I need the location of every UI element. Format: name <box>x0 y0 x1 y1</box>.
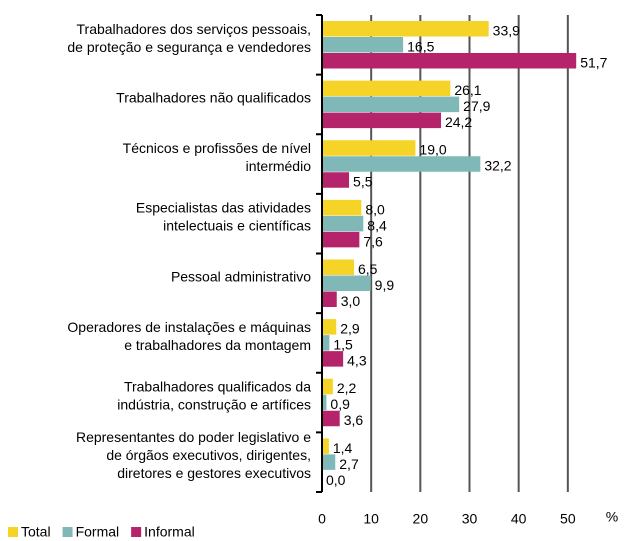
x-tick-label: 40 <box>511 511 527 527</box>
bar <box>322 96 460 113</box>
value-label: 2,9 <box>340 321 360 337</box>
category-label: Operadores de instalações e máquinas e tr… <box>67 319 311 353</box>
x-tick-label: 10 <box>363 511 379 527</box>
legend-swatch <box>131 527 142 537</box>
value-label: 51,7 <box>580 54 607 70</box>
value-label: 27,9 <box>463 98 490 114</box>
value-label: 8,0 <box>365 201 385 217</box>
value-label: 26,1 <box>454 82 481 98</box>
bar <box>322 275 371 291</box>
value-label: 24,2 <box>445 114 472 130</box>
bar <box>322 410 340 427</box>
x-tick-label: 30 <box>462 511 478 527</box>
category-label: Técnicos e profissões de nível intermédio <box>123 140 312 174</box>
bar <box>322 53 577 69</box>
value-label: 4,3 <box>347 353 367 369</box>
category-label: Trabalhadores qualificados da indústria, … <box>117 378 311 412</box>
legend-swatch <box>62 527 73 537</box>
bar <box>322 172 350 188</box>
legend-label: Formal <box>76 524 120 540</box>
bar <box>322 231 360 248</box>
value-label: 19,0 <box>419 142 446 158</box>
value-label: 6,5 <box>358 261 378 277</box>
legend-label: Informal <box>144 524 195 540</box>
bar <box>322 21 489 37</box>
bar <box>322 112 441 129</box>
bar <box>322 454 336 470</box>
bar <box>322 199 362 216</box>
bar <box>322 438 329 454</box>
value-label: 3,6 <box>344 412 364 428</box>
bar <box>322 291 337 307</box>
x-axis-label: % <box>606 509 618 525</box>
bar <box>322 319 337 335</box>
legend-swatch <box>8 527 18 537</box>
legend-label: Total <box>21 524 51 540</box>
value-label: 16,5 <box>407 38 434 54</box>
category-label: Representantes do poder legislativo e de … <box>76 429 311 481</box>
bar <box>322 156 481 172</box>
category-label: Trabalhadores dos serviços pessoais, de p… <box>67 21 311 55</box>
value-label: 0,0 <box>326 472 346 488</box>
value-label: 0,9 <box>330 396 350 412</box>
value-label: 2,2 <box>337 380 357 396</box>
category-label: Trabalhadores não qualificados <box>116 89 311 105</box>
value-label: 33,9 <box>493 22 520 38</box>
bar <box>322 37 404 53</box>
bar <box>322 215 364 232</box>
x-tick-label: 0 <box>318 511 326 527</box>
bar <box>322 351 344 367</box>
value-label: 1,5 <box>333 337 353 353</box>
bar <box>322 80 451 97</box>
value-label: 9,9 <box>375 277 395 293</box>
value-label: 2,7 <box>339 456 359 472</box>
value-label: 5,5 <box>353 174 373 190</box>
bar <box>322 335 330 351</box>
bar <box>322 259 354 275</box>
category-label: Especialistas das atividades intelectuais… <box>136 199 311 233</box>
value-label: 3,0 <box>341 293 361 309</box>
bar <box>322 140 416 156</box>
bar <box>322 394 327 411</box>
value-label: 7,6 <box>363 233 383 249</box>
x-tick-label: 20 <box>413 511 429 527</box>
value-label: 1,4 <box>333 440 353 456</box>
value-label: 8,4 <box>367 217 387 233</box>
x-tick-label: 50 <box>560 511 576 527</box>
category-label: Pessoal administrativo <box>171 268 311 284</box>
bar <box>322 378 333 395</box>
value-label: 32,2 <box>484 158 511 174</box>
